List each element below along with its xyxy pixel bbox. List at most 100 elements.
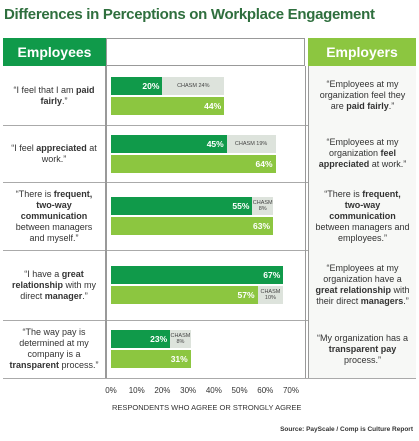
- statement-text: manager: [44, 290, 83, 301]
- employee-bar: 23%: [111, 330, 171, 348]
- header-employees: Employees: [3, 38, 106, 66]
- row-divider: [3, 378, 416, 379]
- statement-text: .”: [62, 95, 68, 106]
- statement-text: at work.”: [369, 159, 407, 169]
- employer-statement: “My organization has a transparent pay p…: [308, 320, 416, 378]
- statement-text: great relationship: [11, 268, 84, 290]
- statement-text: great relationship: [315, 285, 391, 295]
- statement-text: managers: [360, 296, 404, 306]
- employer-bar: 31%: [111, 350, 191, 368]
- x-tick-label: 70%: [282, 386, 299, 395]
- chasm-label: CHASM 24%: [177, 82, 210, 89]
- chasm-bar: [170, 330, 191, 348]
- statement-text: paid fairly: [346, 101, 389, 111]
- chasm-label: CHASM 8%: [170, 333, 191, 345]
- employer-statement: “Employees at my organization feel they …: [308, 66, 416, 125]
- statement-text: between managers and myself.”: [15, 221, 93, 243]
- statement-text: “The way pay is determined at my company…: [19, 327, 89, 359]
- employer-statement: “Employees at my organization have a gre…: [308, 250, 416, 320]
- employer-bar: 63%: [111, 217, 273, 235]
- chart-column-line: [305, 320, 306, 378]
- statement-text: .”: [82, 290, 88, 301]
- chasm-label: CHASM 8%: [252, 200, 273, 212]
- statement-text: transparent: [9, 360, 59, 370]
- chasm-bar: [257, 286, 284, 304]
- header-employers: Employers: [308, 38, 416, 66]
- value-label: 67%: [263, 270, 281, 280]
- row-divider: [3, 182, 416, 183]
- statement-text: “My organization has a: [316, 332, 409, 343]
- statement-text: .”: [403, 296, 409, 306]
- value-label: 55%: [232, 201, 250, 211]
- employee-bar: 55%: [111, 197, 253, 215]
- value-label: 23%: [150, 334, 168, 344]
- statement-text: “Employees at my organization: [326, 137, 399, 158]
- statement-text: paid fairly: [40, 84, 95, 106]
- x-tick-label: 50%: [231, 386, 248, 395]
- employer-bar: 64%: [111, 154, 276, 173]
- chasm-label: CHASM 19%: [234, 140, 268, 147]
- row-divider: [3, 125, 416, 126]
- statement-text: process.”: [59, 360, 99, 370]
- title: Differences in Perceptions on Workplace …: [4, 6, 375, 23]
- x-tick-label: 10%: [128, 386, 145, 395]
- statement-text: frequent, two-way communication: [20, 188, 93, 221]
- statement-text: frequent, two-way communication: [329, 188, 401, 221]
- chart-column-line: [305, 250, 306, 320]
- statement-text: .”: [388, 101, 395, 111]
- statement-text: with their direct: [316, 285, 410, 306]
- employer-bar: 44%: [111, 96, 225, 115]
- x-tick-label: 60%: [257, 386, 274, 395]
- employee-statement: “I feel appreciated at work.”: [3, 125, 106, 182]
- statement-text: “There is: [15, 188, 54, 199]
- statement-text: between managers and employees.”: [315, 221, 410, 243]
- employer-statement: “There is frequent, two-way communicatio…: [308, 182, 416, 250]
- x-tick-label: 0%: [105, 386, 117, 395]
- employee-bar: 45%: [111, 134, 227, 153]
- statement-text: process.”: [343, 354, 381, 365]
- chart-column-line: [305, 125, 306, 182]
- chasm-bar: [162, 76, 225, 95]
- source: Source: PayScale / Comp is Culture Repor…: [280, 426, 413, 433]
- statement-text: with my direct: [20, 279, 97, 301]
- value-label: 64%: [255, 158, 273, 169]
- statement-text: transparent pay: [328, 343, 397, 354]
- value-label: 20%: [142, 80, 160, 91]
- header-chart: [106, 38, 305, 66]
- value-label: 45%: [206, 138, 224, 149]
- x-tick-label: 40%: [205, 386, 222, 395]
- chasm-bar: [226, 134, 276, 153]
- statement-text: “I feel that I am: [13, 84, 76, 95]
- x-axis-title: RESPONDENTS WHO AGREE OR STRONGLY AGREE: [112, 403, 302, 412]
- row-divider: [3, 320, 416, 321]
- statement-text: “I feel: [11, 142, 37, 153]
- statement-text: appreciated: [36, 142, 87, 153]
- employee-bar: 67%: [111, 266, 284, 284]
- employee-statement: “I feel that I am paid fairly.”: [3, 66, 106, 125]
- employee-statement: “The way pay is determined at my company…: [3, 320, 106, 378]
- chart-column-line: [305, 182, 306, 250]
- employee-statement: “I have a great relationship with my dir…: [3, 250, 106, 320]
- employer-bar: 57%: [111, 286, 258, 304]
- chasm-bar: [252, 197, 273, 215]
- statement-text: “There is: [324, 188, 363, 199]
- value-label: 63%: [252, 221, 270, 231]
- statement-text: “Employees at my organization feel they …: [319, 79, 406, 111]
- statement-text: “I have a: [24, 268, 62, 279]
- chart-column-line: [305, 66, 306, 125]
- value-label: 57%: [237, 290, 255, 300]
- statement-text: at work.”: [41, 142, 97, 164]
- statement-text: feel appreciated: [318, 148, 397, 169]
- employer-statement: “Employees at my organization feel appre…: [308, 125, 416, 182]
- employee-bar: 20%: [111, 76, 163, 95]
- chasm-label: CHASM 10%: [260, 289, 281, 301]
- x-tick-label: 20%: [154, 386, 171, 395]
- employee-statement: “There is frequent, two-way communicatio…: [3, 182, 106, 250]
- row-divider: [3, 250, 416, 251]
- chart-left-line: [106, 66, 107, 378]
- x-tick-label: 30%: [180, 386, 197, 395]
- statement-text: “Employees at my organization have a: [323, 263, 402, 284]
- value-label: 31%: [170, 354, 188, 364]
- value-label: 44%: [204, 100, 222, 111]
